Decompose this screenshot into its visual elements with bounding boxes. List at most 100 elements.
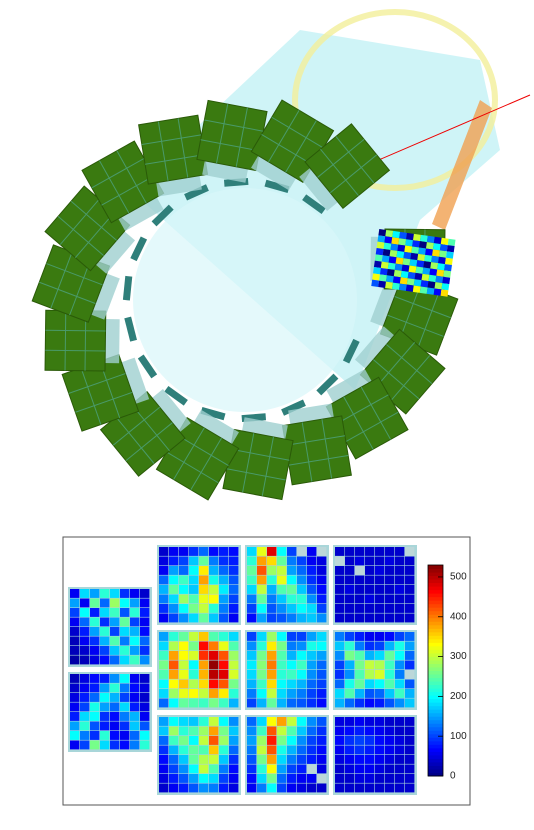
cell: [345, 736, 355, 745]
cell: [100, 731, 110, 740]
hit-cell: [436, 269, 445, 277]
cell: [317, 679, 327, 689]
cell: [365, 726, 375, 736]
cell: [247, 651, 257, 660]
cell: [219, 745, 229, 755]
colorbar-step: [428, 593, 443, 598]
cell: [395, 755, 405, 764]
cell: [110, 674, 120, 683]
cell: [297, 689, 307, 698]
hit-cell: [389, 249, 398, 258]
cell: [100, 721, 110, 731]
cell: [385, 613, 395, 623]
cell: [307, 575, 317, 585]
cell: [110, 636, 120, 646]
cell: [267, 566, 277, 575]
cell: [110, 721, 120, 731]
cell: [385, 764, 395, 774]
cell: [130, 740, 140, 750]
module-grid: [386, 344, 433, 385]
module-shadow: [354, 326, 402, 376]
cell: [179, 575, 189, 585]
cell: [365, 556, 375, 566]
cell: [287, 651, 297, 660]
inner-block: [164, 385, 188, 406]
cell: [209, 651, 219, 660]
cell: [317, 585, 327, 594]
hit-cell: [390, 243, 399, 251]
cell: [307, 736, 317, 745]
hit-cell: [435, 275, 444, 284]
cell: [140, 731, 150, 740]
cell: [209, 774, 219, 783]
colorbar-step: [428, 702, 443, 707]
cell: [385, 783, 395, 793]
cell: [209, 613, 219, 623]
cell: [189, 651, 199, 660]
cell: [247, 660, 257, 670]
module-grid: [173, 427, 205, 480]
cell: [365, 594, 375, 604]
colorbar-tick-label: 0: [450, 771, 456, 782]
colorbar-step: [428, 733, 443, 738]
cell: [277, 726, 287, 736]
hit-cell: [431, 255, 439, 264]
cell: [80, 721, 90, 731]
cell: [159, 755, 169, 764]
cell: [179, 604, 189, 613]
module-grid: [343, 396, 374, 450]
cell: [317, 717, 327, 726]
cell: [375, 698, 385, 708]
cell: [159, 679, 169, 689]
cell: [317, 613, 327, 623]
cell: [199, 698, 209, 708]
cell: [267, 585, 277, 594]
cell: [229, 679, 239, 689]
hit-cell: [403, 251, 412, 260]
colorbar-step: [428, 681, 443, 686]
cell: [130, 646, 140, 655]
cell: [209, 670, 219, 679]
cell: [345, 679, 355, 689]
cell: [335, 641, 345, 651]
cell: [189, 783, 199, 793]
hit-cell: [377, 235, 386, 243]
cell: [287, 575, 297, 585]
cell: [80, 617, 90, 627]
cell: [189, 575, 199, 585]
cell: [257, 679, 267, 689]
colorbar-step: [428, 631, 443, 636]
cell: [355, 651, 365, 660]
cell: [355, 774, 365, 783]
colorbar-step: [428, 621, 443, 626]
cell: [70, 655, 80, 665]
cell: [355, 575, 365, 585]
cell: [179, 698, 189, 708]
cell: [345, 755, 355, 764]
cell: [100, 636, 110, 646]
cell: [90, 740, 100, 750]
colorbar-step: [428, 737, 443, 742]
cell: [110, 627, 120, 636]
cell: [90, 683, 100, 693]
cell: [355, 641, 365, 651]
cell: [395, 670, 405, 679]
cell: [287, 736, 297, 745]
cell: [257, 604, 267, 613]
cell: [317, 698, 327, 708]
cell: [199, 726, 209, 736]
cell: [385, 585, 395, 594]
cell: [247, 556, 257, 566]
colorbar-step: [428, 663, 443, 668]
colorbar-step: [428, 709, 443, 714]
cell: [169, 547, 179, 556]
cell: [375, 670, 385, 679]
cell: [159, 774, 169, 783]
cell: [169, 670, 179, 679]
inner-block: [137, 354, 158, 379]
cell: [159, 641, 169, 651]
module-grid: [373, 359, 420, 400]
cell: [365, 632, 375, 641]
cell: [365, 755, 375, 764]
module-grid: [112, 406, 161, 446]
